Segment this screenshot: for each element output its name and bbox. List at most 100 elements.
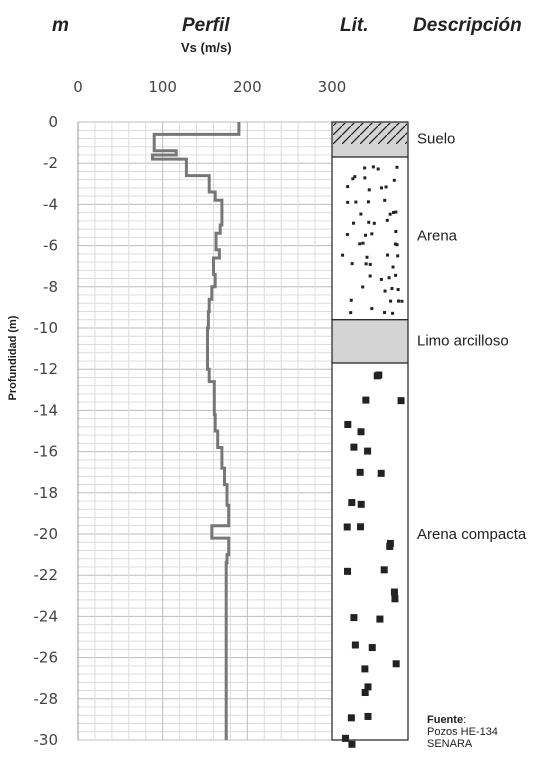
lith-dot <box>364 262 368 266</box>
lith-dot <box>392 210 396 214</box>
lith-square <box>391 595 399 603</box>
lith-dot <box>353 175 357 179</box>
lith-square <box>386 542 394 550</box>
lith-dot <box>396 288 400 292</box>
lithology-labels: Suelo Arena Limo arcilloso Arena compacta <box>417 130 527 543</box>
y-tick-label: -2 <box>43 154 58 172</box>
lith-dot <box>349 298 353 302</box>
source-line1: Pozos HE-134 <box>427 726 498 738</box>
header-perfil: Perfil <box>182 15 230 36</box>
lith-dot <box>384 185 388 189</box>
lith-label: Suelo <box>417 130 455 147</box>
lith-layer-arena <box>331 156 409 321</box>
chart-grid <box>77 121 333 741</box>
lith-dot <box>351 177 355 181</box>
lith-dot <box>354 200 358 204</box>
lith-square <box>375 371 383 379</box>
lith-dot <box>400 299 404 303</box>
x-tick-label: 200 <box>233 78 262 96</box>
lith-dot <box>376 167 380 171</box>
lith-dot <box>391 265 395 269</box>
lith-dot <box>358 242 362 246</box>
lith-dot <box>370 232 374 236</box>
lith-square <box>380 566 388 574</box>
lith-dot <box>392 178 396 182</box>
lith-dot <box>361 241 365 245</box>
lith-dot <box>368 274 372 278</box>
y-tick-label: -10 <box>34 319 59 337</box>
lith-square <box>350 443 358 451</box>
lith-dot <box>393 242 397 246</box>
source-line2: SENARA <box>427 738 473 750</box>
lith-label: Arena compacta <box>417 526 527 543</box>
lith-dot <box>390 286 394 290</box>
lith-label: Arena <box>417 227 458 244</box>
lith-layer-box <box>331 319 409 364</box>
y-tick-label: -4 <box>43 195 58 213</box>
lith-dot <box>394 229 398 233</box>
lith-square <box>392 660 400 668</box>
header-lit: Lit. <box>340 15 369 36</box>
lith-dot <box>372 221 376 225</box>
lith-dot <box>359 212 363 216</box>
x-tick-label: 300 <box>318 78 347 96</box>
lith-dot <box>346 185 350 189</box>
lith-dot <box>383 311 387 315</box>
lith-dot <box>383 198 387 202</box>
lith-dot <box>368 262 372 266</box>
lith-layer-box <box>331 156 409 321</box>
lith-square <box>347 714 355 722</box>
lith-dot <box>361 285 365 289</box>
y-tick-label: -24 <box>34 607 59 625</box>
series-group <box>151 122 241 740</box>
lith-dot <box>363 166 367 170</box>
lith-dot <box>367 188 371 192</box>
lith-dot <box>366 200 370 204</box>
lith-dot <box>397 299 401 303</box>
lith-square <box>364 447 372 455</box>
lith-square <box>376 615 384 623</box>
lith-dot <box>350 262 354 266</box>
header-descripcion: Descripción <box>413 15 522 36</box>
source-label: Fuente <box>427 714 464 726</box>
lith-square <box>397 397 405 405</box>
lith-dot <box>385 218 389 222</box>
lith-dot <box>379 277 383 281</box>
lith-dot <box>364 233 368 237</box>
lith-square <box>361 665 369 673</box>
lith-dot <box>349 311 353 315</box>
y-tick-label: -30 <box>34 731 59 749</box>
lith-dot <box>367 220 371 224</box>
lith-dot <box>346 200 350 204</box>
lith-label: Limo arcilloso <box>417 332 509 349</box>
lith-square <box>362 396 370 404</box>
lith-square <box>342 734 350 742</box>
lith-dot <box>395 243 399 247</box>
lith-square <box>348 740 356 748</box>
lith-layer-suelo <box>331 121 409 158</box>
lith-square <box>348 499 356 507</box>
lith-hatch <box>333 123 407 145</box>
lithology-column <box>331 121 409 748</box>
y-tick-label: -8 <box>43 278 58 296</box>
lith-dot <box>386 253 390 257</box>
x-axis-title: Vs (m/s) <box>181 40 232 55</box>
lith-dot <box>380 186 384 190</box>
lith-square <box>357 428 365 436</box>
header-m: m <box>52 15 69 36</box>
lith-square <box>361 689 369 697</box>
x-tick-labels: 0 100 200 300 <box>73 78 346 96</box>
lith-dot <box>345 233 349 237</box>
y-tick-label: -18 <box>34 484 59 502</box>
lith-dot <box>383 289 387 293</box>
lith-dot <box>371 165 375 169</box>
lith-square <box>344 421 352 429</box>
lith-square <box>368 644 376 652</box>
lith-square <box>356 468 364 476</box>
lith-dot <box>387 276 391 280</box>
lith-square <box>344 567 352 575</box>
y-tick-label: -14 <box>34 401 59 419</box>
y-tick-label: -6 <box>43 237 58 255</box>
y-tick-label: -22 <box>34 566 59 584</box>
source-note: Fuente: Pozos HE-134 SENARA <box>427 714 498 750</box>
